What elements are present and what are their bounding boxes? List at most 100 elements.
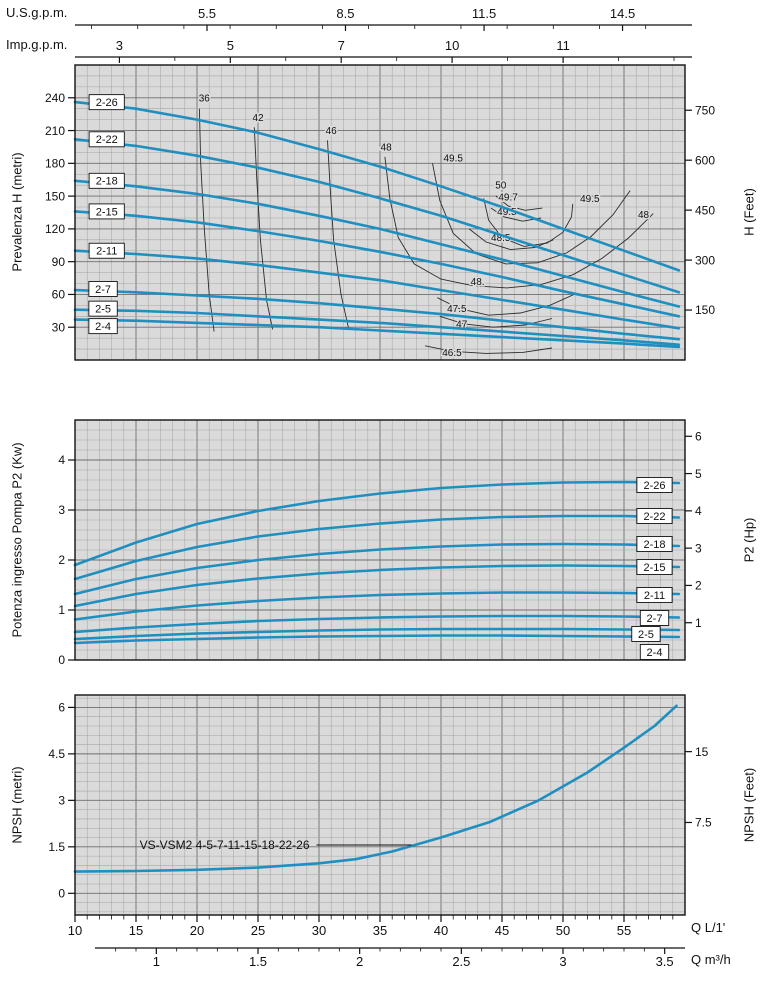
- gpm-tick-label: 10: [445, 38, 459, 53]
- curve-2-15: [73, 564, 681, 608]
- curve-label: 2-11: [644, 590, 665, 602]
- q-m3h-tick-label: 3.5: [656, 954, 674, 969]
- gpm-tick-label: 3: [116, 38, 123, 53]
- gpm-tick-label: 7: [338, 38, 345, 53]
- left-tick-label: 0: [58, 887, 65, 901]
- panel-border: [74, 64, 686, 361]
- right-tick-label: 1: [695, 616, 702, 630]
- us-gpm-axis-title: U.S.g.p.m.: [6, 5, 68, 20]
- q-lmin-tick-label: 10: [68, 923, 82, 938]
- right-tick-label: 3: [695, 541, 702, 555]
- gpm-tick-label: 11: [556, 38, 570, 53]
- efficiency-label: 36: [199, 93, 211, 104]
- q-lmin-tick-label: 45: [495, 923, 509, 938]
- curve-label: 2-22: [643, 511, 665, 523]
- left-tick-label: 30: [52, 320, 66, 334]
- right-tick-label: 150: [695, 303, 715, 317]
- q-lmin-tick-label: 15: [129, 923, 143, 938]
- q-lmin-tick-label: 30: [312, 923, 326, 938]
- curve-label: 2-7: [95, 284, 111, 296]
- efficiency-contour: [483, 198, 574, 247]
- curve-label: VS-VSM2 4-5-7-11-15-18-22-26: [140, 838, 310, 852]
- imp-gpm-axis-title: Imp.g.p.m.: [6, 37, 68, 52]
- gpm-tick-label: 5: [227, 38, 234, 53]
- right-tick-label: 5: [695, 467, 702, 481]
- efficiency-contour: [384, 156, 654, 289]
- efficiency-contour: [198, 108, 215, 332]
- curve-label: 2-15: [643, 562, 665, 574]
- gpm-tick-label: 5.5: [198, 6, 216, 21]
- q-axis: 10 15 20 25 30 35 40 45 50 55 1 1.5 2 2.5 3 3.5: [68, 915, 685, 969]
- efficiency-contour: [437, 292, 577, 316]
- curve-label-box: [88, 131, 125, 148]
- curve-2-26: [73, 480, 681, 567]
- left-tick-label: 240: [45, 91, 65, 105]
- curve-label-box: [631, 626, 661, 642]
- efficiency-label: 46: [326, 126, 338, 137]
- curve-label-box: [636, 587, 673, 603]
- left-tick-label: 3: [58, 794, 65, 808]
- q-m3h-tick-label: 1.5: [249, 954, 267, 969]
- curve-label-box: [88, 281, 118, 297]
- left-tick-label: 4.5: [48, 747, 65, 761]
- gpm-tick-label: 11.5: [472, 6, 496, 21]
- curve-2-7: [73, 288, 681, 341]
- grid: [74, 419, 686, 661]
- curve-label-box: [636, 477, 673, 493]
- q-m3h-tick-label: 2: [356, 954, 363, 969]
- power-chart: 2-26 2-22 2-18 2-15 2-11 2-7 2-5 2-4 0 1 2 3 4 1 2 3 4 5 6: [58, 419, 702, 667]
- curve-VS-VSM2-4-5-7-11-15-18-22-26: [73, 704, 678, 873]
- curve-label: 2-22: [96, 134, 118, 146]
- curve-label-box: [636, 508, 673, 524]
- curve-label: 2-4: [95, 321, 111, 333]
- right-tick-label: 4: [695, 504, 702, 518]
- right-tick-label: 450: [695, 203, 715, 217]
- efficiency-label: 46.5: [442, 348, 462, 359]
- curve-label-box: [88, 94, 125, 111]
- efficiency-label: 48.: [471, 277, 485, 288]
- left-tick-label: 0: [58, 653, 65, 667]
- curve-label-box: [639, 610, 670, 626]
- q-lmin-tick-label: 25: [251, 923, 265, 938]
- curve-2-5: [73, 308, 681, 347]
- efficiency-label: 48.5: [491, 233, 511, 244]
- curve-label: 2-26: [96, 97, 118, 109]
- left-tick-label: 150: [45, 189, 65, 203]
- curve-label: 2-4: [647, 647, 663, 659]
- curve-label: 2-18: [643, 539, 665, 551]
- curve-2-18: [73, 179, 681, 308]
- curve-label: 2-7: [647, 613, 663, 625]
- npsh-chart: VS-VSM2 4-5-7-11-15-18-22-26 0 1.5 3 4.5 6 7.5…: [48, 694, 712, 916]
- right-tick-label: 2: [695, 579, 702, 593]
- q-lmin-tick-label: 35: [373, 923, 387, 938]
- curve-label-box: [88, 172, 125, 189]
- efficiency-label: 50: [495, 181, 507, 192]
- panel-border: [74, 419, 686, 661]
- left-tick-label: 4: [58, 453, 65, 467]
- left-tick-label: 210: [45, 124, 65, 138]
- right-tick-label: 7.5: [695, 816, 712, 830]
- gpm-tick-label: 8.5: [336, 6, 354, 21]
- curve-label: 2-11: [96, 246, 117, 258]
- right-tick-label: 300: [695, 253, 715, 267]
- q-lmin-tick-label: 55: [617, 923, 631, 938]
- efficiency-label: 49.7: [498, 193, 518, 204]
- q-m3h-tick-label: 3: [559, 954, 566, 969]
- left-tick-label: 1: [58, 603, 65, 617]
- curve-2-11: [73, 591, 681, 621]
- q-lmin-axis-title: Q L/1': [691, 920, 726, 935]
- efficiency-label: 49.5: [580, 194, 600, 205]
- curve-2-11: [73, 249, 681, 330]
- q-lmin-tick-label: 40: [434, 923, 448, 938]
- q-m3h-axis-title: Q m³/h: [691, 952, 731, 967]
- left-tick-label: 6: [58, 701, 65, 715]
- left-tick-label: 60: [52, 288, 66, 302]
- left-tick-label: 180: [45, 157, 65, 171]
- right-tick-label: 6: [695, 429, 702, 443]
- curve-2-22: [73, 138, 681, 294]
- curve-2-7: [73, 614, 681, 634]
- curve-label-box: [88, 300, 118, 317]
